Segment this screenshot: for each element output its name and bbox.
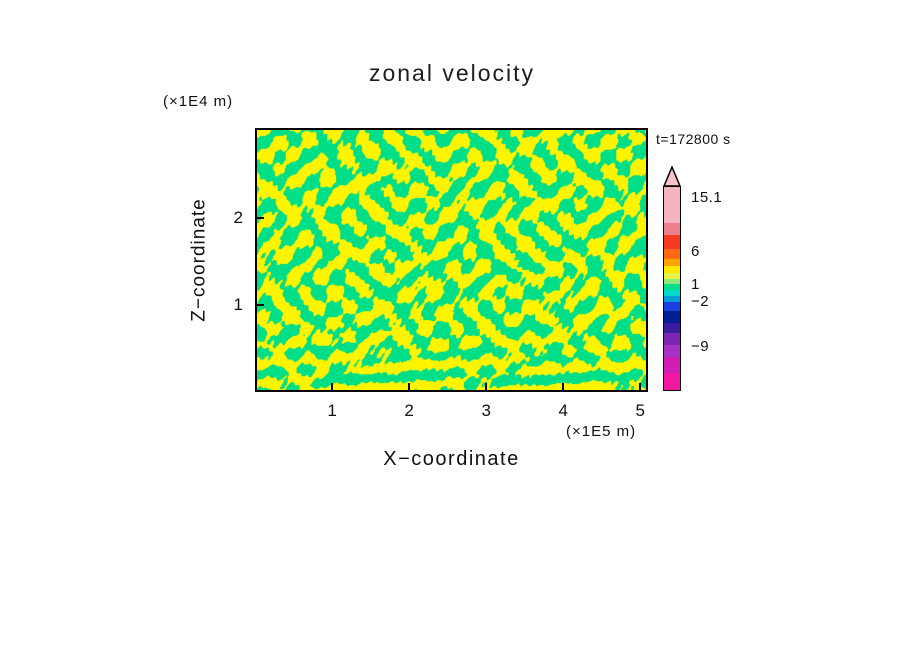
heatmap-canvas [257, 130, 646, 390]
x-axis-units-label: (×1E5 m) [566, 423, 637, 440]
colorbar-segment [664, 259, 680, 266]
colorbar-tick-label: −9 [691, 338, 710, 355]
colorbar-segment [664, 279, 680, 284]
colorbar-segment [664, 223, 680, 235]
colorbar [663, 186, 681, 391]
x-tick-label: 2 [404, 401, 414, 420]
time-label: t=172800 s [656, 131, 731, 147]
x-axis-tick [639, 383, 642, 390]
colorbar-segment [664, 235, 680, 249]
colorbar-tick-label: 1 [691, 276, 700, 293]
colorbar-segment [664, 187, 680, 223]
colorbar-segment [664, 302, 680, 311]
colorbar-segment [664, 249, 680, 259]
colorbar-arrow-icon [663, 166, 681, 187]
colorbar-segment [664, 284, 680, 290]
colorbar-tick-label: −2 [691, 293, 710, 310]
colorbar-segment [664, 357, 680, 373]
x-tick-label: 5 [635, 401, 646, 420]
y-axis-label-text: Z−coordinate [189, 198, 210, 322]
y-axis-label: Z−coordinate [183, 128, 217, 392]
y-axis-tick [257, 303, 264, 306]
colorbar-tick-label: 15.1 [691, 189, 723, 206]
x-axis-tick [408, 383, 411, 390]
x-axis-tick [562, 383, 565, 390]
colorbar-segment [664, 323, 680, 333]
colorbar-segment [664, 296, 680, 302]
colorbar-segment [664, 373, 680, 390]
x-tick-label: 4 [558, 401, 568, 420]
y-axis-tick [257, 216, 264, 219]
colorbar-tick-label: 6 [691, 243, 700, 260]
x-axis-tick [485, 383, 488, 390]
x-axis-tick [331, 383, 334, 390]
x-axis-label: X−coordinate [383, 448, 520, 470]
colorbar-segment [664, 266, 680, 273]
page-title: zonal velocity [368, 60, 536, 86]
colorbar-segment [664, 273, 680, 279]
x-tick-label: 3 [481, 401, 491, 420]
colorbar-segment [664, 290, 680, 296]
y-axis-units-label: (×1E4 m) [163, 93, 234, 110]
colorbar-segment [664, 311, 680, 323]
colorbar-segment [664, 333, 680, 345]
x-tick-label: 1 [327, 401, 337, 420]
y-tick-label: 1 [233, 294, 243, 314]
plot-frame [255, 128, 648, 392]
colorbar-segment [664, 345, 680, 357]
y-tick-label: 2 [233, 207, 243, 227]
